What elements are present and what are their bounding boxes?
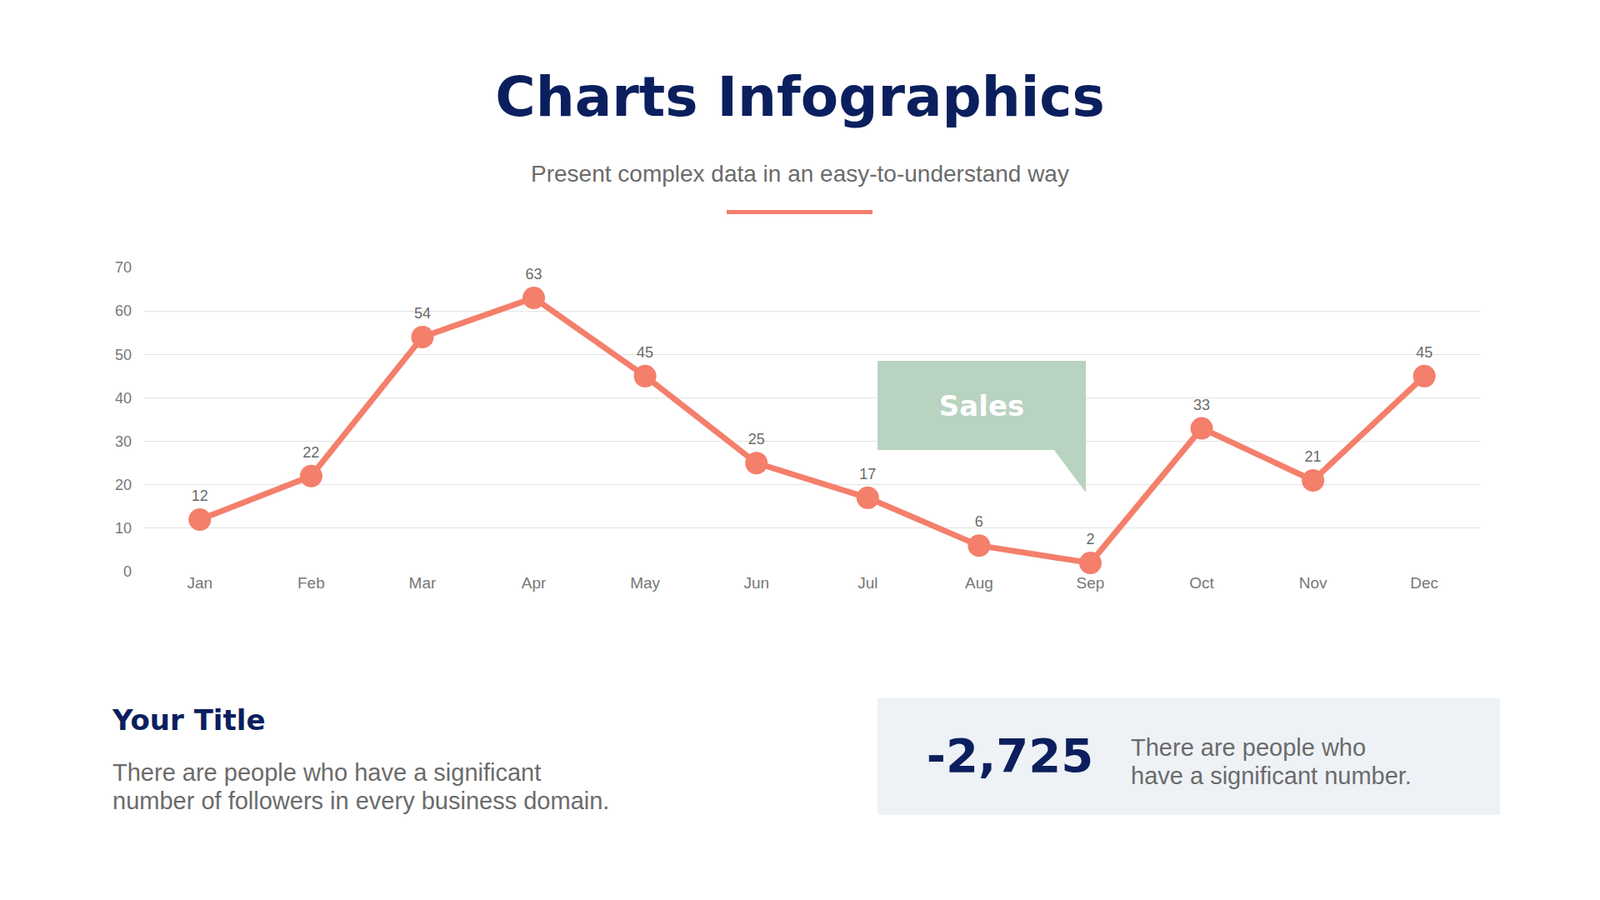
svg-text:Sales: Sales (939, 389, 1025, 423)
svg-text:Apr: Apr (521, 574, 547, 592)
svg-text:50: 50 (115, 346, 132, 364)
html-text:Your Title: Your Title (112, 703, 266, 737)
svg-text:60: 60 (115, 302, 132, 320)
svg-text:Jun: Jun (743, 574, 770, 592)
svg-text:Jul: Jul (857, 574, 878, 592)
svg-text:Aug: Aug (965, 574, 994, 592)
svg-text:Oct: Oct (1189, 574, 1215, 592)
svg-text:Dec: Dec (1410, 574, 1439, 592)
html-text:Present complex data in an eas: Present complex data in an easy-to-under… (530, 160, 1070, 187)
svg-text:Feb: Feb (297, 574, 325, 592)
svg-text:22: 22 (302, 444, 320, 461)
svg-text:20: 20 (115, 476, 132, 494)
html-text:Charts Infographics: Charts Infographics (495, 65, 1105, 130)
svg-text:40: 40 (115, 390, 132, 407)
svg-text:0: 0 (123, 563, 132, 580)
svg-text:30: 30 (115, 433, 132, 450)
svg-text:33: 33 (1193, 396, 1210, 414)
svg-text:45: 45 (1415, 344, 1433, 361)
svg-text:63: 63 (525, 265, 543, 283)
svg-text:Mar: Mar (409, 574, 437, 592)
html-text:have a significant number.: have a significant number. (1130, 762, 1412, 790)
svg-text:10: 10 (115, 520, 132, 537)
svg-text:6: 6 (975, 513, 984, 530)
svg-text:Nov: Nov (1299, 574, 1328, 592)
html-text:-2,725: -2,725 (926, 728, 1094, 783)
svg-text:70: 70 (115, 259, 132, 276)
html-text:There are people who have a si: There are people who have a significant (112, 759, 542, 786)
svg-text:54: 54 (414, 305, 431, 322)
svg-text:12: 12 (191, 487, 209, 505)
svg-text:2: 2 (1085, 530, 1095, 548)
svg-text:May: May (630, 574, 660, 592)
html-text:number of followers in every b: number of followers in every business do… (112, 787, 610, 815)
svg-text:25: 25 (748, 430, 765, 448)
svg-text:17: 17 (859, 465, 876, 483)
svg-text:Jan: Jan (186, 574, 213, 592)
html-text:There are people who: There are people who (1130, 734, 1366, 761)
svg-text:21: 21 (1305, 448, 1322, 465)
svg-text:45: 45 (636, 344, 654, 361)
svg-text:Sep: Sep (1076, 574, 1105, 592)
